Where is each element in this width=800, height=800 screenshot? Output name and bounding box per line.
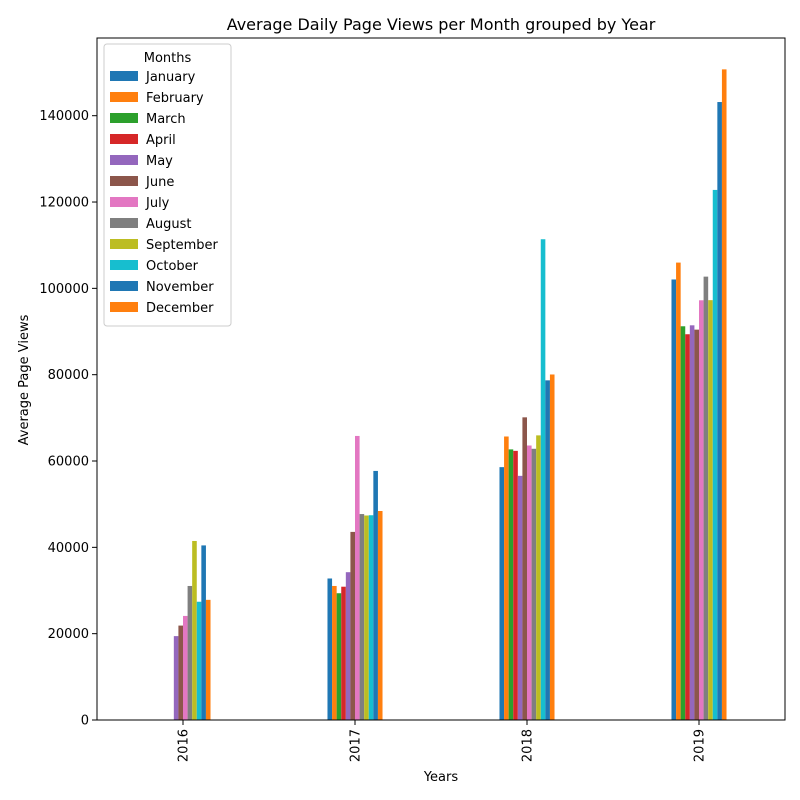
bar-august-2016 bbox=[187, 585, 193, 720]
legend-label-november: November bbox=[146, 280, 214, 295]
bar-july-2017 bbox=[355, 435, 360, 720]
y-tick-label: 60000 bbox=[48, 455, 89, 470]
bar-march-2019 bbox=[680, 326, 686, 720]
legend-swatch-december bbox=[110, 302, 138, 312]
bar-may-2019 bbox=[689, 325, 695, 720]
legend-label-july: July bbox=[145, 196, 170, 211]
bar-august-2017 bbox=[359, 514, 365, 720]
bar-october-2019 bbox=[712, 189, 718, 720]
bar-september-2016 bbox=[192, 540, 197, 720]
bar-april-2017 bbox=[341, 586, 346, 720]
legend-label-march: March bbox=[146, 112, 186, 127]
legend-swatch-october bbox=[110, 260, 138, 270]
chart-title: Average Daily Page Views per Month group… bbox=[227, 15, 656, 34]
legend-swatch-june bbox=[110, 176, 138, 186]
bar-february-2019 bbox=[676, 262, 681, 720]
bar-december-2017 bbox=[377, 511, 383, 720]
x-tick-label: 2019 bbox=[693, 729, 708, 762]
legend-label-june: June bbox=[145, 175, 174, 190]
bar-november-2016 bbox=[201, 545, 206, 720]
x-tick-label: 2017 bbox=[349, 729, 364, 762]
legend-label-september: September bbox=[146, 238, 219, 253]
legend-title: Months bbox=[144, 51, 192, 66]
legend-swatch-may bbox=[110, 155, 138, 165]
y-tick-label: 40000 bbox=[48, 541, 89, 556]
bar-march-2017 bbox=[336, 593, 342, 720]
legend-swatch-april bbox=[110, 134, 138, 144]
legend-label-december: December bbox=[146, 301, 214, 316]
legend-swatch-february bbox=[110, 92, 138, 102]
bar-november-2018 bbox=[545, 380, 550, 720]
bar-april-2019 bbox=[685, 334, 690, 720]
bar-april-2018 bbox=[513, 450, 518, 720]
legend: Months January February March April May June Ju… bbox=[103, 43, 232, 327]
bar-september-2019 bbox=[708, 300, 713, 720]
bar-may-2016 bbox=[173, 636, 179, 720]
legend-swatch-november bbox=[110, 281, 138, 291]
legend-swatch-july bbox=[110, 197, 138, 207]
bar-september-2017 bbox=[364, 515, 369, 720]
bar-august-2018 bbox=[531, 448, 537, 720]
bar-august-2019 bbox=[703, 276, 709, 720]
legend-swatch-august bbox=[110, 218, 138, 228]
x-axis-title: Years bbox=[423, 770, 459, 785]
y-tick-label: 80000 bbox=[48, 368, 89, 383]
bar-february-2017 bbox=[332, 585, 337, 720]
bar-december-2018 bbox=[549, 374, 555, 720]
bar-march-2018 bbox=[508, 449, 514, 720]
legend-swatch-january bbox=[110, 71, 138, 81]
x-tick-label: 2016 bbox=[177, 729, 192, 762]
legend-label-may: May bbox=[146, 154, 173, 169]
bar-june-2018 bbox=[522, 417, 527, 720]
axes-layer: 0 20000 40000 60000 80000 100000 120000 140000 2… bbox=[39, 37, 786, 762]
bar-october-2017 bbox=[368, 515, 374, 720]
legend-swatch-march bbox=[110, 113, 138, 123]
bar-december-2016 bbox=[205, 599, 211, 720]
bar-october-2018 bbox=[540, 239, 546, 721]
bar-september-2018 bbox=[536, 435, 541, 720]
bar-june-2016 bbox=[178, 625, 183, 720]
y-tick-label: 100000 bbox=[39, 282, 89, 297]
bar-january-2017 bbox=[327, 578, 333, 720]
legend-label-january: January bbox=[145, 70, 196, 85]
bar-november-2017 bbox=[373, 470, 378, 720]
bar-july-2016 bbox=[183, 615, 188, 720]
legend-swatch-september bbox=[110, 239, 138, 249]
y-tick-label: 140000 bbox=[39, 109, 89, 124]
legend-label-october: October bbox=[146, 259, 199, 274]
bar-may-2017 bbox=[345, 572, 351, 720]
bars-layer bbox=[173, 69, 727, 721]
bar-november-2019 bbox=[717, 102, 722, 720]
bar-october-2016 bbox=[196, 601, 202, 720]
plot-frame bbox=[96, 37, 786, 721]
bar-june-2017 bbox=[350, 531, 355, 720]
bar-january-2018 bbox=[499, 467, 505, 720]
legend-label-february: February bbox=[146, 91, 204, 106]
legend-label-august: August bbox=[146, 217, 192, 232]
y-tick-label: 120000 bbox=[39, 196, 89, 211]
bar-july-2018 bbox=[527, 445, 532, 720]
legend-label-april: April bbox=[146, 133, 176, 148]
bar-december-2019 bbox=[721, 69, 727, 721]
bar-july-2019 bbox=[699, 300, 704, 720]
y-tick-label: 20000 bbox=[48, 627, 89, 642]
bar-february-2018 bbox=[504, 436, 509, 720]
y-axis-title: Average Page Views bbox=[17, 314, 32, 445]
x-tick-label: 2018 bbox=[521, 729, 536, 762]
bar-may-2018 bbox=[517, 475, 523, 720]
bar-june-2019 bbox=[694, 329, 699, 720]
y-tick-label: 0 bbox=[81, 714, 89, 729]
bar-january-2019 bbox=[671, 279, 677, 720]
